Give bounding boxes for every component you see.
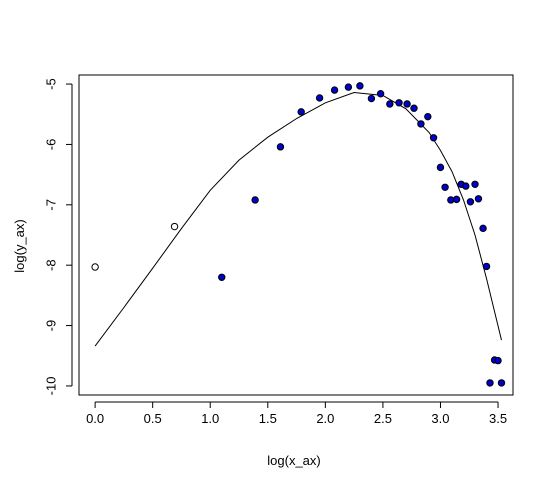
filled-data-point [452, 195, 461, 204]
x-tick-label: 0.5 [144, 411, 162, 426]
filled-data-point [356, 82, 364, 90]
filled-data-point [410, 104, 418, 112]
fitted-curve-layer [94, 91, 502, 347]
y-axis: -10 -9 -8 -7 -6 -5 [44, 78, 73, 396]
filled-data-point [494, 356, 502, 365]
x-axis: 0.0 0.5 1.0 1.5 2.0 2.5 3.0 3.5 [86, 401, 507, 426]
x-tick-label: 0.0 [86, 411, 104, 426]
filled-data-point [462, 182, 470, 190]
open-data-point [91, 263, 99, 271]
filled-data-point [403, 100, 411, 108]
filled-data-point [276, 143, 285, 151]
points-layer [91, 82, 506, 387]
filled-data-point [482, 262, 491, 271]
open-data-point [170, 222, 179, 231]
filled-data-point [466, 198, 475, 206]
x-tick-label: 1.0 [201, 411, 219, 426]
filled-data-point [376, 90, 385, 98]
filled-data-point [497, 379, 506, 387]
filled-data-point [367, 94, 376, 103]
filled-data-point [251, 196, 259, 204]
filled-data-point [471, 180, 479, 188]
filled-data-point [344, 83, 353, 91]
fitted-curve-line [94, 91, 502, 347]
filled-data-point [395, 99, 403, 107]
y-tick-label: -6 [44, 139, 59, 151]
filled-data-point [297, 108, 305, 116]
filled-data-point [330, 86, 339, 94]
y-tick-label: -5 [44, 78, 59, 90]
filled-data-point [441, 183, 449, 192]
filled-data-point [386, 100, 394, 108]
x-axis-title: log(x_ax) [267, 453, 320, 468]
filled-data-point [474, 195, 483, 203]
y-tick-label: -8 [44, 259, 59, 271]
y-tick-label: -9 [44, 320, 59, 332]
y-tick-label: -10 [44, 377, 59, 396]
filled-data-point [429, 134, 438, 142]
filled-data-point [479, 224, 487, 233]
y-axis-title: log(y_ax) [12, 219, 27, 272]
filled-data-point [424, 112, 432, 121]
x-tick-label: 2.5 [374, 411, 392, 426]
plot-frame [78, 74, 514, 396]
x-tick-label: 3.0 [431, 411, 449, 426]
filled-data-point [218, 273, 226, 281]
x-tick-label: 2.0 [316, 411, 334, 426]
y-tick-label: -7 [44, 199, 59, 211]
x-tick-label: 1.5 [259, 411, 277, 426]
filled-data-point [486, 379, 494, 387]
x-tick-label: 3.5 [489, 411, 507, 426]
filled-data-point [417, 120, 425, 128]
filled-data-point [436, 163, 445, 172]
filled-data-point [315, 94, 324, 102]
